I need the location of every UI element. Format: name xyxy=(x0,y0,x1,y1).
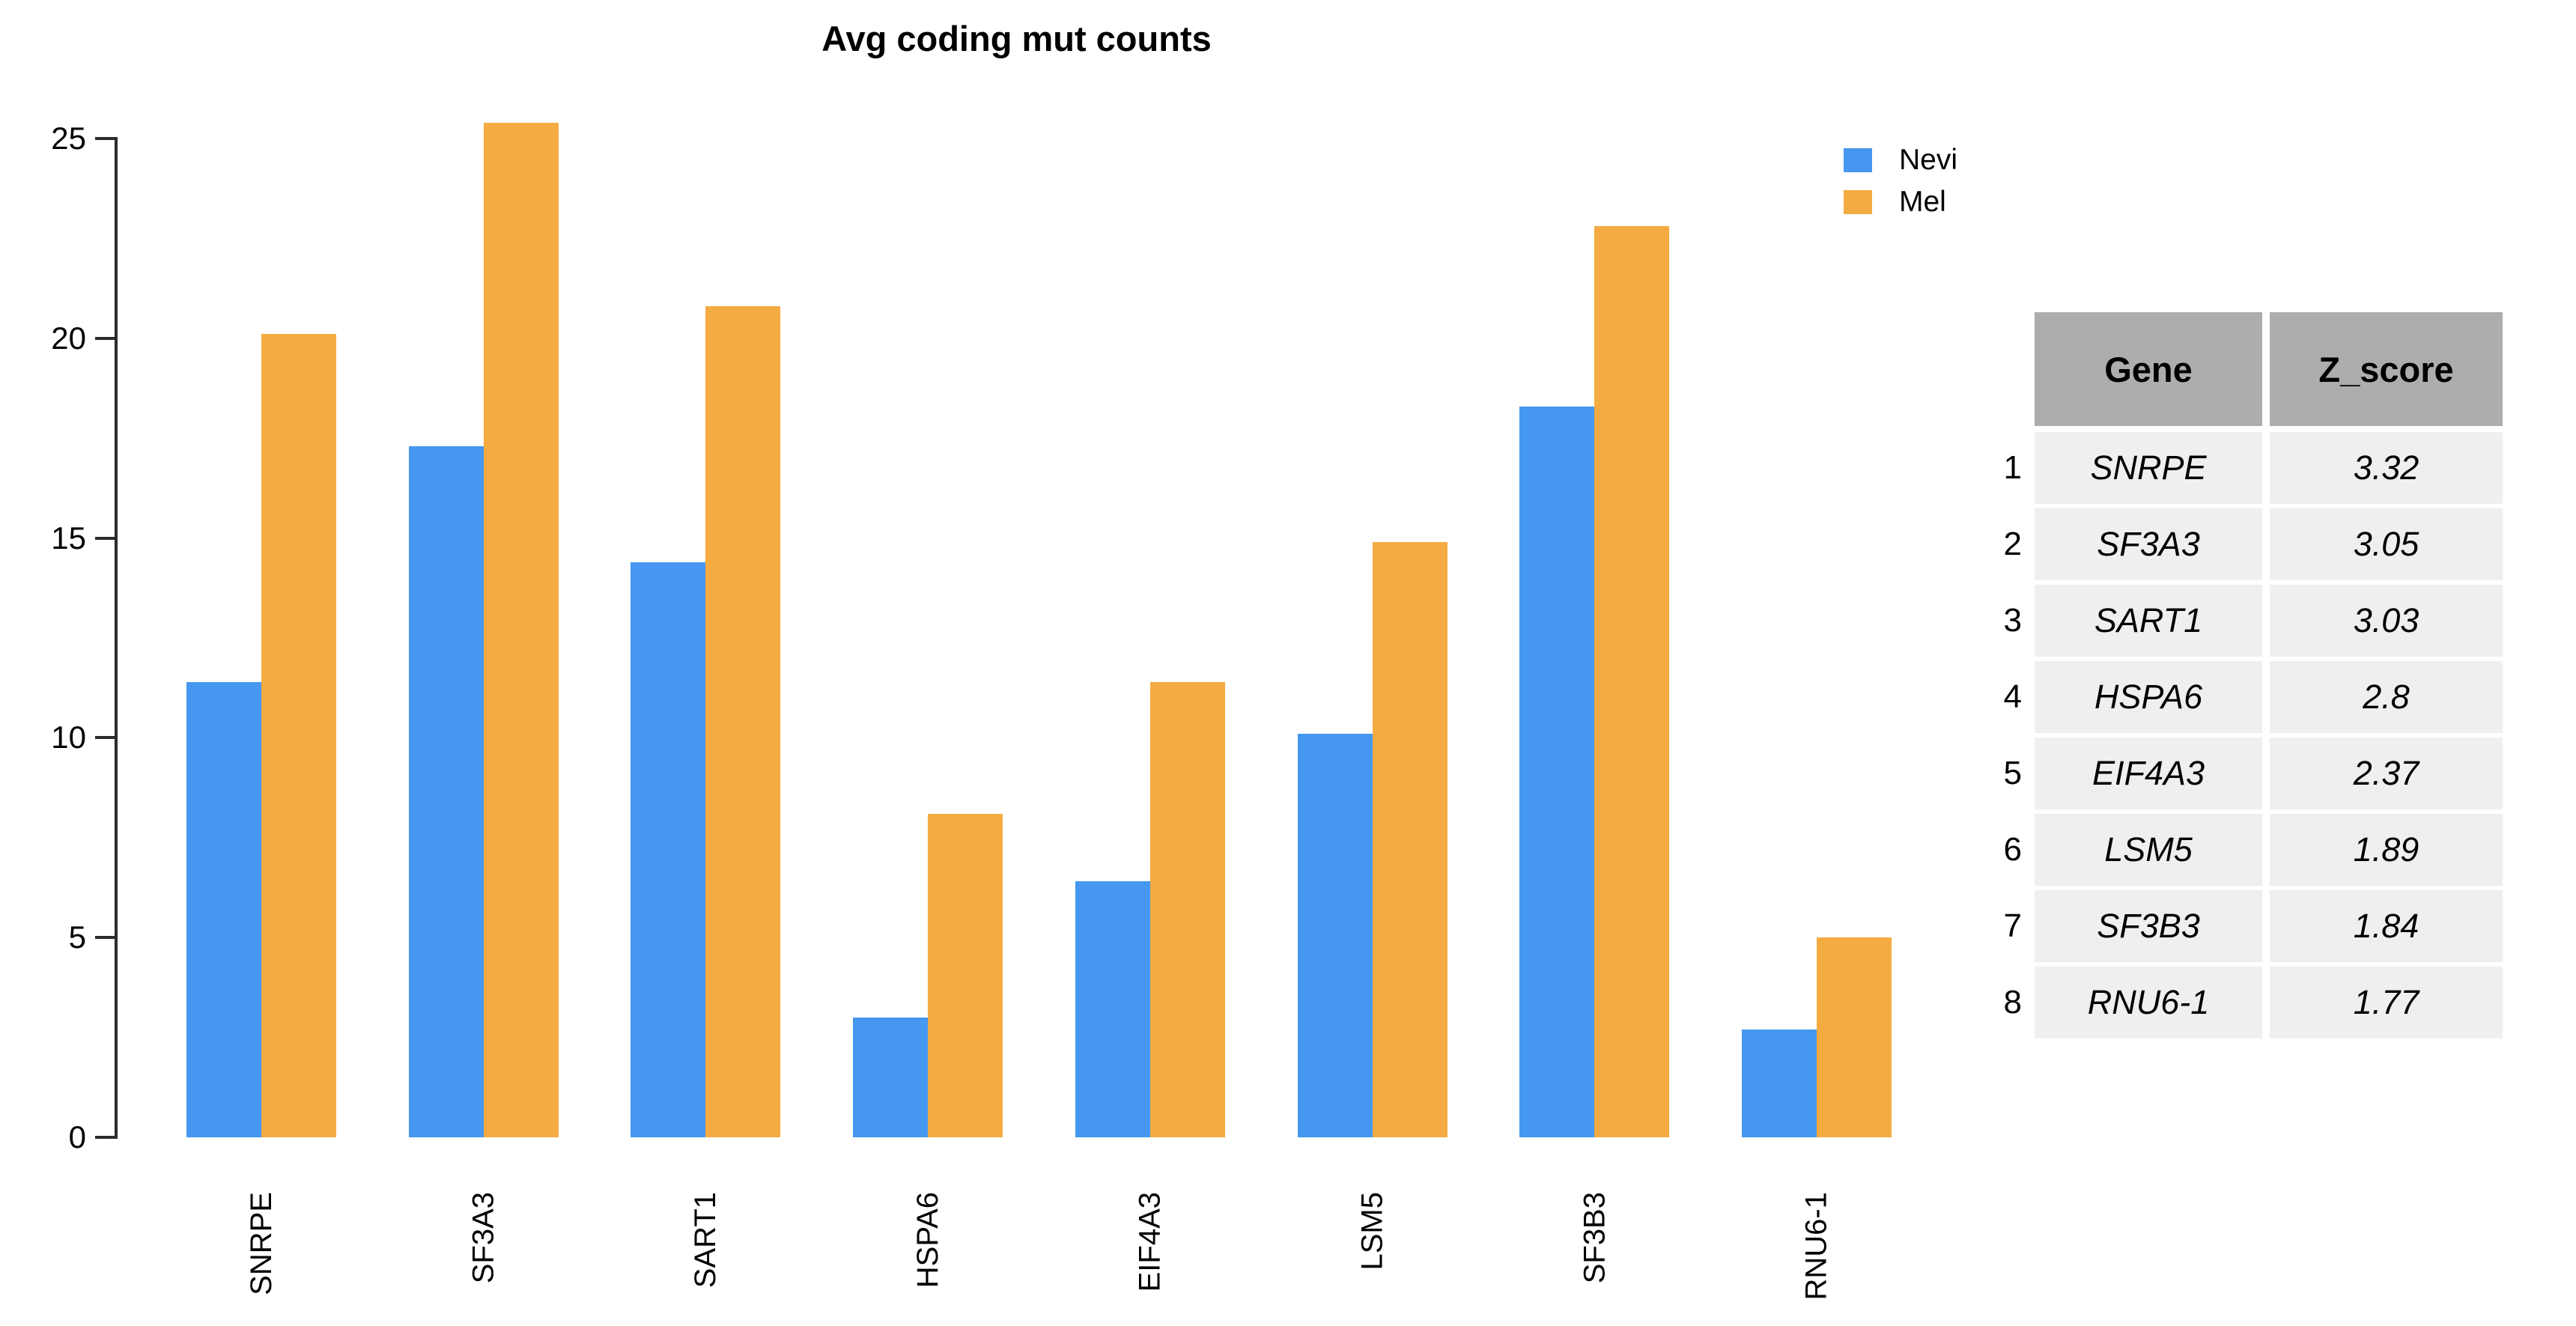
y-tick xyxy=(95,336,115,340)
y-tick xyxy=(95,736,115,740)
bar-nevi-eif4a3 xyxy=(1075,881,1150,1137)
gene-cell: EIF4A3 xyxy=(2035,737,2262,809)
x-tick-label-sf3b3: SF3B3 xyxy=(1578,1192,1611,1284)
bar-nevi-snrpe xyxy=(186,682,261,1137)
x-tick-label-sart1: SART1 xyxy=(689,1192,723,1289)
row-number: 1 xyxy=(2003,449,2022,486)
zscore-cell: 3.05 xyxy=(2270,508,2503,580)
table-body: 1 SNRPE 3.32 2 SF3A3 3.05 3 SART1 3.03 4 HSPA6 2.8 5… xyxy=(1984,432,2503,1038)
table-header-gene: Gene xyxy=(2035,312,2262,426)
bar-mel-snrpe xyxy=(261,334,336,1137)
table-row-sart1: 3 SART1 3.03 xyxy=(1984,585,2503,657)
zscore-cell: 1.89 xyxy=(2270,814,2503,886)
y-tick-label: 10 xyxy=(51,720,86,755)
y-tick-label: 25 xyxy=(51,121,86,156)
zscore-cell: 1.77 xyxy=(2270,967,2503,1038)
row-number: 6 xyxy=(2003,831,2022,868)
bar-mel-lsm5 xyxy=(1372,542,1448,1137)
y-tick xyxy=(95,137,115,140)
y-tick-label: 20 xyxy=(51,320,86,356)
row-number: 2 xyxy=(2003,526,2022,562)
zscore-cell: 2.8 xyxy=(2270,661,2503,733)
zscore-cell: 1.84 xyxy=(2270,890,2503,962)
x-tick-label-lsm5: LSM5 xyxy=(1355,1192,1389,1271)
legend-item-mel: Mel xyxy=(1844,181,1957,223)
table-header-row: Gene Z_score xyxy=(2035,312,2503,426)
bar-nevi-hspa6 xyxy=(853,1018,929,1137)
bar-nevi-rnu6-1 xyxy=(1741,1030,1817,1137)
legend-item-nevi: Nevi xyxy=(1844,139,1957,181)
row-number: 7 xyxy=(2003,907,2022,944)
legend: Nevi Mel xyxy=(1844,139,1957,223)
y-tick-label: 0 xyxy=(68,1119,86,1155)
x-tick-label-sf3a3: SF3A3 xyxy=(467,1192,500,1284)
legend-swatch-nevi xyxy=(1844,148,1872,172)
y-axis-line xyxy=(115,137,118,1139)
legend-label: Nevi xyxy=(1899,144,1958,176)
table-row-eif4a3: 5 EIF4A3 2.37 xyxy=(1984,737,2503,809)
bar-mel-hspa6 xyxy=(928,814,1003,1137)
bar-mel-sart1 xyxy=(705,306,781,1137)
row-number: 5 xyxy=(2003,755,2022,791)
row-number: 8 xyxy=(2003,984,2022,1021)
z-score-table: Gene Z_score 1 SNRPE 3.32 2 SF3A3 3.05 3 SART1 3… xyxy=(1984,312,2503,1043)
table-row-snrpe: 1 SNRPE 3.32 xyxy=(1984,432,2503,504)
gene-cell: SF3B3 xyxy=(2035,890,2262,962)
y-tick xyxy=(95,1136,115,1139)
gene-cell: RNU6-1 xyxy=(2035,967,2262,1038)
zscore-cell: 3.32 xyxy=(2270,432,2503,504)
x-tick-label-eif4a3: EIF4A3 xyxy=(1133,1192,1167,1292)
gene-cell: SNRPE xyxy=(2035,432,2262,504)
bar-nevi-sart1 xyxy=(631,562,706,1137)
x-tick-label-hspa6: HSPA6 xyxy=(911,1192,945,1289)
plot-area: 0 5 10 15 20 25 xyxy=(51,123,1917,1153)
gene-cell: SART1 xyxy=(2035,585,2262,657)
zscore-cell: 2.37 xyxy=(2270,737,2503,809)
table-row-rnu6-1: 8 RNU6-1 1.77 xyxy=(1984,967,2503,1038)
row-number: 3 xyxy=(2003,602,2022,639)
bar-mel-sf3a3 xyxy=(483,123,559,1137)
row-number: 4 xyxy=(2003,678,2022,715)
gene-cell: SF3A3 xyxy=(2035,508,2262,580)
bar-nevi-lsm5 xyxy=(1297,734,1373,1137)
bar-nevi-sf3b3 xyxy=(1519,407,1595,1137)
y-tick xyxy=(95,936,115,940)
x-tick-label-snrpe: SNRPE xyxy=(245,1192,278,1295)
x-tick-label-rnu6-1: RNU6-1 xyxy=(1799,1192,1833,1301)
table-header-zscore: Z_score xyxy=(2270,312,2503,426)
bar-mel-eif4a3 xyxy=(1149,682,1225,1137)
table-row-lsm5: 6 LSM5 1.89 xyxy=(1984,814,2503,886)
chart-title: Avg coding mut counts xyxy=(821,19,1212,58)
bar-mel-sf3b3 xyxy=(1594,226,1670,1137)
y-tick xyxy=(95,536,115,540)
table-row-sf3a3: 2 SF3A3 3.05 xyxy=(1984,508,2503,580)
gene-cell: LSM5 xyxy=(2035,814,2262,886)
table-row-hspa6: 4 HSPA6 2.8 xyxy=(1984,661,2503,733)
legend-label: Mel xyxy=(1899,186,1946,218)
bar-mel-rnu6-1 xyxy=(1816,937,1892,1137)
legend-swatch-mel xyxy=(1844,190,1872,214)
zscore-cell: 3.03 xyxy=(2270,585,2503,657)
gene-cell: HSPA6 xyxy=(2035,661,2262,733)
y-tick-label: 15 xyxy=(51,520,86,556)
table-row-sf3b3: 7 SF3B3 1.84 xyxy=(1984,890,2503,962)
bar-nevi-sf3a3 xyxy=(408,446,484,1137)
y-tick-label: 5 xyxy=(68,919,86,955)
